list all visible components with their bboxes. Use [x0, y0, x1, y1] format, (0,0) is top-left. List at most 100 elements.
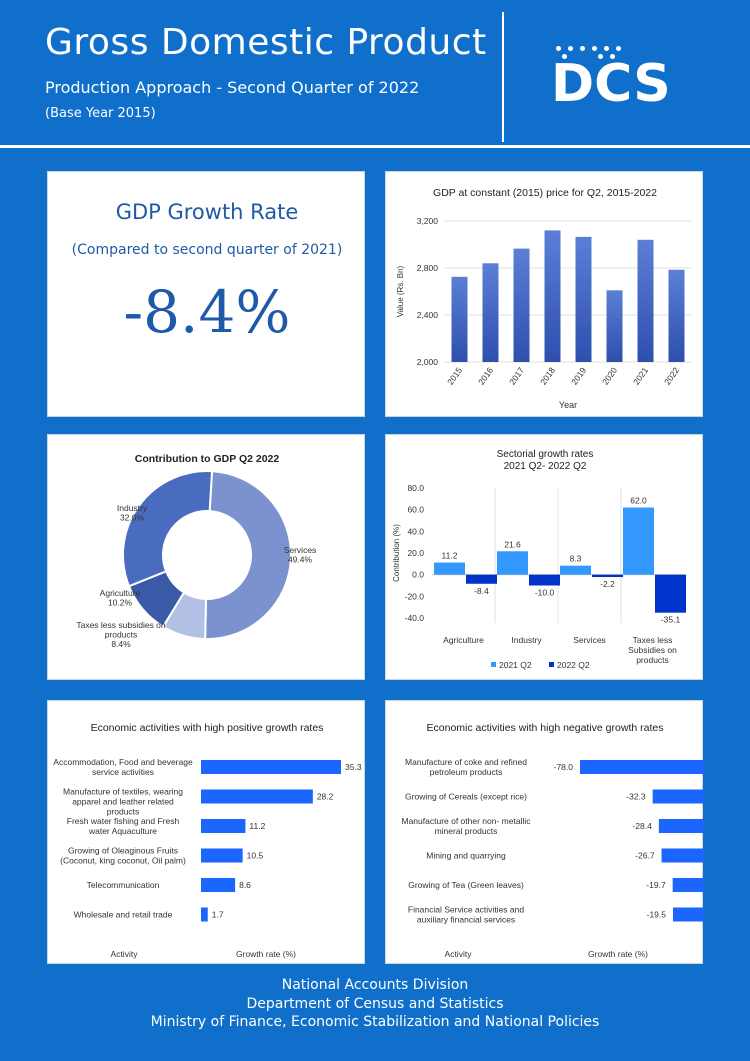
- x-axis-label: Growth rate (%): [236, 949, 296, 959]
- negative-growth-panel: Economic activities with high negative g…: [385, 700, 704, 964]
- slice-label: Services: [284, 545, 317, 555]
- x-tick-label: 2017: [507, 365, 526, 386]
- bar: [658, 819, 704, 833]
- data-label: -28.4: [632, 821, 652, 831]
- bar: [580, 760, 704, 774]
- bar: [544, 230, 561, 362]
- y-tick-label: -20.0: [405, 591, 425, 601]
- bar: [575, 236, 592, 362]
- y-tick-label: 2,000: [417, 357, 439, 367]
- x-tick-label: 2021: [631, 365, 650, 386]
- chart-title: GDP at constant (2015) price for Q2, 201…: [433, 187, 657, 199]
- bar: [560, 565, 591, 575]
- y-tick-label: 3,200: [417, 216, 439, 226]
- bar: [482, 263, 499, 362]
- category-label: Financial Service activities and auxiliar…: [408, 905, 524, 925]
- bar: [672, 878, 704, 892]
- footer-ministry: Ministry of Finance, Economic Stabilizat…: [150, 1014, 600, 1030]
- y-tick-label: 60.0: [407, 505, 424, 515]
- y-axis-label: Contribution (%): [392, 524, 401, 582]
- gdp-constant-chart: GDP at constant (2015) price for Q2, 201…: [396, 187, 692, 410]
- bar: [606, 290, 623, 362]
- category-label: Growing of Cereals (except rice): [405, 792, 527, 802]
- category-label: Accommodation, Food and beverage service …: [53, 757, 193, 777]
- slice-label: Taxes less subsidies on products: [76, 620, 166, 640]
- bar: [466, 574, 497, 584]
- bar: [637, 239, 654, 362]
- category-label: Mining and quarrying: [426, 851, 506, 861]
- data-label: -10.0: [535, 588, 555, 598]
- data-label: 62.0: [630, 496, 647, 506]
- bar: [529, 574, 560, 586]
- data-label: -19.5: [647, 910, 667, 920]
- legend-swatch: [491, 662, 496, 667]
- x-tick-label: Services: [573, 635, 606, 645]
- footer-division: National Accounts Division: [281, 977, 469, 993]
- x-tick-label: 2020: [600, 365, 619, 386]
- footer: National Accounts Division Department of…: [0, 976, 750, 1032]
- growth-rate-value: -8.4%: [123, 278, 291, 346]
- x-tick-label: Industry: [511, 635, 542, 645]
- data-label: 35.3: [345, 762, 362, 772]
- bar: [201, 819, 246, 833]
- chart-subtitle: 2021 Q2- 2022 Q2: [504, 461, 587, 472]
- page-title: Gross Domestic Product: [45, 22, 487, 63]
- slice-label: Industry: [117, 503, 148, 513]
- data-label: 11.2: [442, 551, 458, 561]
- bar: [201, 760, 341, 774]
- growth-rate-panel: GDP Growth Rate (Compared to second quar…: [47, 171, 365, 417]
- x-axis-label: Year: [559, 400, 577, 410]
- data-label: 10.5: [247, 851, 264, 861]
- data-label: -35.1: [661, 615, 681, 625]
- category-label: Telecommunication: [87, 880, 160, 890]
- negative-growth-chart: Economic activities with high negative g…: [402, 722, 704, 959]
- data-label: 28.2: [317, 792, 334, 802]
- x-tick-label: Agriculture: [443, 635, 484, 645]
- positive-growth-chart: Economic activities with high positive g…: [53, 722, 362, 959]
- header: Gross Domestic Product Production Approa…: [0, 0, 750, 148]
- growth-rate-subtitle: (Compared to second quarter of 2021): [71, 242, 343, 258]
- chart-title: Sectorial growth rates: [497, 449, 594, 460]
- bar: [655, 574, 686, 613]
- footer-department: Department of Census and Statistics: [246, 995, 504, 1012]
- category-label: Manufacture of other non- metallic minera…: [402, 816, 532, 836]
- bar: [434, 562, 465, 575]
- page-subtitle: Production Approach - Second Quarter of …: [45, 78, 420, 97]
- y-tick-label: 40.0: [407, 526, 424, 536]
- y-tick-label: 2,800: [417, 263, 439, 273]
- data-label: -8.4: [474, 586, 489, 596]
- data-label: 21.6: [504, 539, 521, 549]
- x-tick-label: 2015: [445, 365, 464, 386]
- category-axis-label: Activity: [445, 949, 473, 959]
- data-label: -26.7: [635, 851, 655, 861]
- chart-title: Contribution to GDP Q2 2022: [135, 453, 280, 465]
- contribution-panel: Contribution to GDP Q2 2022 Services 49.4%…: [47, 434, 365, 680]
- contribution-chart: Contribution to GDP Q2 2022 Services49.4%…: [76, 453, 317, 649]
- y-tick-label: 80.0: [407, 483, 424, 493]
- x-tick-label: 2019: [569, 365, 588, 386]
- data-label: -78.0: [554, 762, 574, 772]
- bar: [673, 907, 704, 922]
- category-label: Wholesale and retail trade: [74, 910, 173, 920]
- y-axis-label: Value (Rs. Bn): [396, 265, 405, 317]
- legend-label: 2021 Q2: [499, 660, 532, 670]
- x-tick-label: 2018: [538, 365, 557, 386]
- data-label: -19.7: [646, 880, 666, 890]
- bar: [661, 848, 704, 863]
- slice-value-label: 8.4%: [111, 639, 131, 649]
- slice-value-label: 10.2%: [108, 598, 133, 608]
- bar: [513, 248, 530, 362]
- bar: [623, 507, 654, 575]
- chart-title: Economic activities with high positive g…: [91, 722, 324, 734]
- category-axis-label: Activity: [111, 949, 139, 959]
- positive-growth-panel: Economic activities with high positive g…: [47, 700, 365, 964]
- bar: [201, 789, 313, 804]
- bar: [451, 276, 468, 362]
- pie-slice: [204, 470, 292, 640]
- data-label: 11.2: [249, 821, 265, 831]
- data-label: 1.7: [212, 910, 224, 920]
- bar: [652, 789, 704, 804]
- x-tick-label: Taxes less Subsidies on products: [628, 635, 677, 665]
- data-label: -32.3: [626, 792, 646, 802]
- chart-title: Economic activities with high negative g…: [427, 722, 664, 734]
